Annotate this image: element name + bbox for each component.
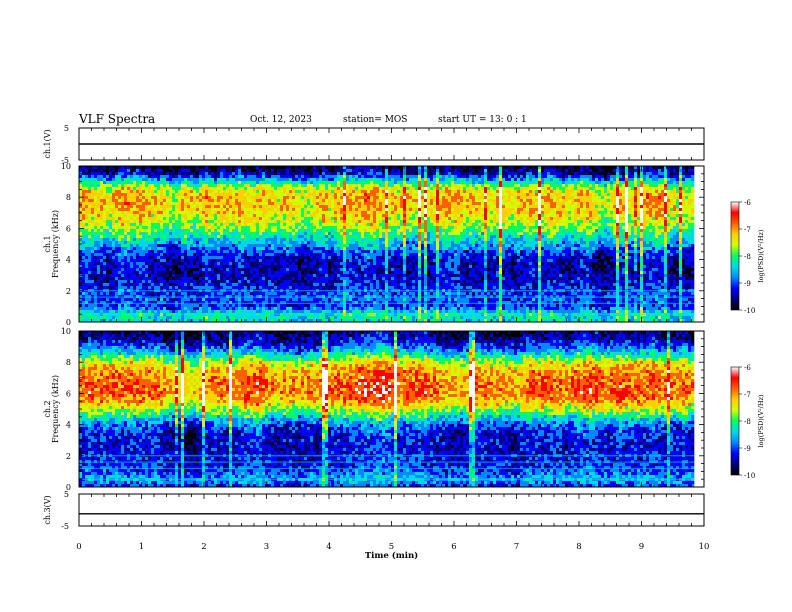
colorbar-tick-label: -6 [744, 199, 751, 207]
waveform-ylabel: ch.1(V) [43, 129, 52, 158]
spectrogram-ylabel-channel: ch.2 [43, 400, 52, 417]
colorbar-tick-label: -7 [744, 226, 751, 234]
x-axis: 0 1 2 3 4 5 6 7 8 9 10 Time (min) [76, 542, 709, 561]
colorbar-tick-label: -6 [744, 364, 751, 372]
y-tick-label: 6 [66, 224, 71, 233]
y-tick-label: 2 [66, 452, 71, 461]
spectrogram-ylabel-frequency: Frequency (kHz) [51, 375, 60, 443]
y-tick-label: 4 [66, 256, 71, 265]
x-tick-label: 8 [576, 542, 581, 552]
y-tick-label: 5 [64, 490, 69, 499]
y-tick-label: 10 [61, 162, 71, 171]
y-tick-label: 10 [61, 327, 71, 336]
x-tick-label: 1 [139, 542, 144, 552]
y-tick-label: 8 [66, 193, 71, 202]
x-tick-label: 5 [389, 542, 394, 552]
x-tick-label: 4 [326, 542, 331, 552]
colorbar-tick-label: -7 [744, 391, 751, 399]
date-label: Oct. 12, 2023 [250, 115, 312, 125]
colorbar-label: log(PSD)(V²/Hz) [757, 394, 765, 447]
colorbar [730, 201, 740, 311]
chart-title: VLF Spectra [79, 112, 155, 126]
y-tick-label: -5 [61, 156, 69, 165]
y-tick-label: 6 [66, 389, 71, 398]
colorbar-tick-label: -8 [744, 418, 751, 426]
y-tick-label: 5 [64, 124, 69, 133]
y-tick-label: 0 [66, 483, 71, 492]
x-tick-label: 0 [76, 542, 81, 552]
station-label: station= MOS [343, 115, 407, 125]
y-tick-label: 4 [66, 421, 71, 430]
start-time-label: start UT = 13: 0 : 1 [438, 115, 527, 125]
x-tick-label: 6 [451, 542, 456, 552]
spectrogram-ylabel-frequency: Frequency (kHz) [51, 210, 60, 278]
colorbar-label: log(PSD)(V²/Hz) [757, 229, 765, 282]
colorbar [730, 366, 740, 476]
x-tick-label: 2 [201, 542, 206, 552]
x-tick-label: 3 [264, 542, 269, 552]
colorbar-tick-label: -9 [744, 445, 751, 453]
x-tick-label: 7 [514, 542, 519, 552]
spectrogram-ch2 [79, 331, 704, 487]
waveform-ylabel: ch.3(V) [43, 495, 52, 524]
colorbar-tick-label: -10 [744, 307, 755, 315]
colorbar-tick-label: -9 [744, 280, 751, 288]
y-tick-label: 8 [66, 358, 71, 367]
x-tick-label: 9 [639, 542, 644, 552]
spectrogram-ch1 [79, 166, 704, 322]
y-tick-label: 2 [66, 287, 71, 296]
y-tick-label: -5 [61, 522, 69, 531]
x-tick-label: 10 [699, 542, 710, 552]
y-tick-label: 0 [66, 318, 71, 327]
x-axis-label: Time (min) [365, 550, 418, 561]
colorbar-tick-label: -8 [744, 253, 751, 261]
spectrogram-ylabel-channel: ch.1 [43, 235, 52, 252]
colorbar-tick-label: -10 [744, 472, 755, 480]
